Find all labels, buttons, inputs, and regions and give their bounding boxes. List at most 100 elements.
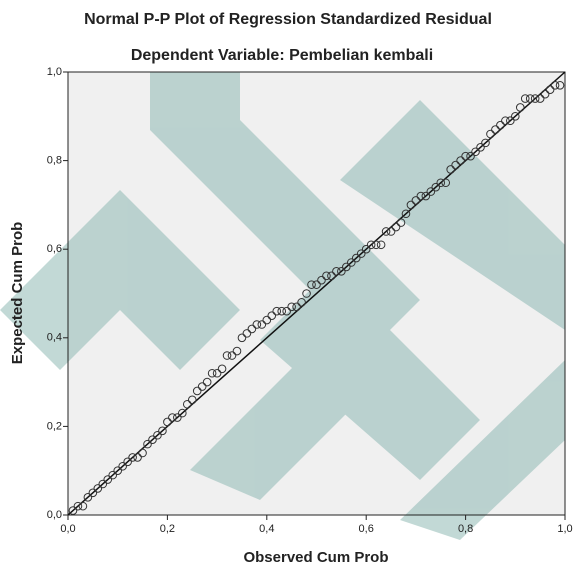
point (237, 333, 247, 343)
point (496, 120, 505, 130)
point (98, 479, 108, 489)
point (461, 151, 470, 161)
y-tick-label: 0,0 (47, 509, 62, 521)
point (346, 258, 356, 267)
point (550, 80, 560, 90)
point (158, 426, 167, 436)
point (163, 417, 172, 427)
point (501, 116, 510, 126)
point (73, 501, 83, 511)
point (401, 209, 411, 219)
point (187, 395, 197, 405)
point (88, 488, 98, 498)
point (545, 85, 555, 95)
point (386, 227, 396, 236)
y-tick-label: 1,0 (47, 66, 62, 78)
point (232, 346, 242, 356)
point (312, 280, 321, 289)
point (332, 267, 341, 276)
y-tick-label: 0,6 (47, 243, 62, 255)
point (252, 320, 262, 329)
point (451, 160, 460, 170)
point (396, 218, 406, 227)
point (113, 466, 122, 476)
point (247, 324, 257, 334)
point (471, 147, 480, 157)
point (272, 306, 282, 316)
reference-line (67, 71, 566, 516)
point (202, 377, 212, 387)
point (391, 222, 401, 232)
point (351, 253, 361, 263)
point (307, 280, 316, 289)
point (262, 315, 272, 325)
point (530, 94, 540, 103)
y-tick-label: 0,8 (47, 155, 62, 167)
point (525, 94, 535, 103)
x-axis-label: Observed Cum Prob (243, 549, 388, 566)
point (491, 125, 500, 134)
x-tick-label: 0,8 (458, 523, 473, 535)
point (287, 302, 296, 312)
point (515, 103, 525, 112)
point (456, 156, 465, 165)
point (441, 178, 451, 188)
point (540, 89, 550, 99)
point (337, 267, 346, 276)
point (476, 143, 485, 152)
point (322, 271, 331, 281)
point (168, 413, 177, 422)
point (511, 112, 520, 121)
point (197, 382, 207, 391)
point (297, 298, 306, 307)
y-axis-label: Expected Cum Prob (9, 222, 26, 365)
point (486, 129, 495, 139)
point (153, 430, 162, 440)
point (411, 196, 421, 205)
point (381, 227, 391, 236)
point (317, 275, 326, 285)
point (103, 475, 113, 484)
x-tick-label: 0,2 (160, 523, 175, 535)
chart-title: Normal P-P Plot of Regression Standardiz… (84, 11, 492, 28)
point (426, 187, 436, 196)
point (421, 191, 431, 201)
point (555, 80, 565, 90)
point (123, 457, 132, 467)
point (83, 492, 93, 502)
point (277, 306, 287, 316)
point (267, 311, 277, 320)
point (371, 240, 381, 250)
point (78, 501, 88, 511)
point (128, 453, 137, 462)
point (302, 289, 311, 298)
point (327, 271, 336, 281)
point (406, 200, 416, 210)
point (431, 182, 441, 192)
point (257, 320, 267, 329)
point (138, 448, 147, 458)
point (222, 351, 232, 360)
point (506, 116, 515, 126)
watermark (0, 72, 565, 540)
point (192, 386, 202, 396)
point (118, 461, 127, 471)
point (446, 165, 455, 174)
point (143, 439, 152, 449)
point (356, 249, 366, 258)
point (207, 368, 217, 378)
point (436, 178, 446, 188)
point (178, 408, 187, 418)
point (173, 413, 182, 422)
point (148, 435, 157, 444)
point (108, 470, 118, 480)
point (481, 138, 490, 148)
point (68, 506, 78, 515)
point (535, 94, 545, 103)
point (93, 484, 103, 493)
chart-subtitle: Dependent Variable: Pembelian kembali (131, 47, 433, 64)
x-tick-label: 0,0 (60, 523, 75, 535)
point (182, 399, 192, 409)
x-tick-label: 1,0 (557, 523, 572, 535)
y-tick-label: 0,4 (47, 332, 62, 344)
